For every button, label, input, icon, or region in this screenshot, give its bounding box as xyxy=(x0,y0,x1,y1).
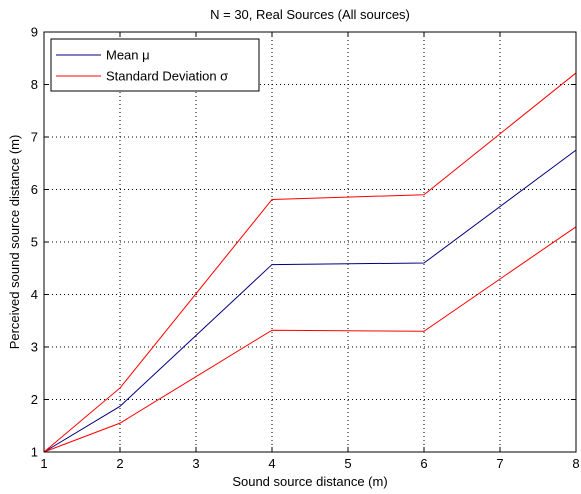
y-tick-label: 4 xyxy=(31,287,38,302)
grid-lines xyxy=(44,32,576,452)
x-tick-label: 1 xyxy=(40,456,47,471)
y-tick-label: 3 xyxy=(31,340,38,355)
legend-label: Mean μ xyxy=(106,48,150,63)
legend: Mean μ Standard Deviation σ xyxy=(51,39,259,91)
y-tick-label: 2 xyxy=(31,392,38,407)
x-tick-label: 6 xyxy=(420,456,427,471)
series-lines xyxy=(44,73,576,452)
std-dev-lower-line xyxy=(44,227,576,452)
x-tick-label: 7 xyxy=(496,456,503,471)
mean-line xyxy=(44,150,576,452)
y-tick-label: 6 xyxy=(31,182,38,197)
x-tick-label: 3 xyxy=(192,456,199,471)
y-tick-label: 5 xyxy=(31,235,38,250)
x-tick-label: 8 xyxy=(572,456,579,471)
x-tick-label: 4 xyxy=(268,456,275,471)
y-tick-label: 1 xyxy=(31,445,38,460)
legend-label: Standard Deviation σ xyxy=(106,69,228,84)
y-tick-label: 9 xyxy=(31,25,38,40)
x-axis-label: Sound source distance (m) xyxy=(232,474,387,489)
x-tick-label: 5 xyxy=(344,456,351,471)
y-tick-label: 7 xyxy=(31,130,38,145)
chart-title: N = 30, Real Sources (All sources) xyxy=(210,7,410,22)
std-dev-upper-line xyxy=(44,73,576,452)
y-tick-label: 8 xyxy=(31,77,38,92)
y-axis-label: Perceived sound source distance (m) xyxy=(7,135,22,350)
x-tick-label: 2 xyxy=(116,456,123,471)
